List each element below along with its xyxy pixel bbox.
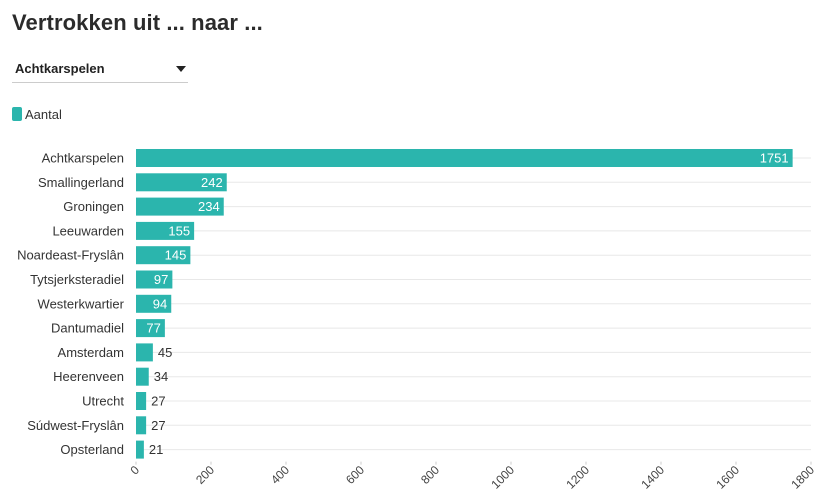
bar-chart: Achtkarspelen 1751 Smallingerland 242 Gronin… — [17, 149, 817, 492]
x-tick-label: 400 — [268, 463, 292, 487]
x-tick-label: 1400 — [638, 463, 667, 492]
legend-swatch — [12, 107, 22, 121]
value-label: 1751 — [760, 151, 789, 166]
value-label: 234 — [198, 199, 220, 214]
value-label: 77 — [146, 321, 160, 336]
category-label: Dantumadiel — [51, 321, 124, 336]
chart-title: Vertrokken uit ... naar ... — [12, 10, 263, 35]
bar — [136, 221, 195, 240]
bar — [136, 294, 172, 313]
legend[interactable]: Aantal — [12, 105, 62, 123]
bar — [136, 173, 227, 192]
x-tick-label: 1000 — [488, 463, 517, 492]
bar — [136, 440, 144, 459]
value-label: 155 — [168, 223, 190, 238]
value-label: 27 — [151, 394, 165, 409]
legend-label: Aantal — [25, 106, 62, 122]
value-label: 21 — [149, 442, 163, 457]
value-label: 97 — [154, 272, 168, 287]
dropdown-selected-value: Achtkarspelen — [15, 61, 105, 76]
value-label: 27 — [151, 418, 165, 433]
category-label: Westerkwartier — [38, 296, 125, 311]
category-label: Leeuwarden — [52, 223, 124, 238]
x-tick-label: 600 — [343, 463, 367, 487]
municipality-dropdown[interactable]: Achtkarspelen — [12, 56, 188, 83]
x-tick-label: 200 — [193, 463, 217, 487]
value-label: 45 — [158, 345, 172, 360]
value-label: 34 — [154, 369, 168, 384]
x-tick-label: 800 — [418, 463, 442, 487]
x-tick-label: 1600 — [713, 463, 742, 492]
category-label: Tytsjerksteradiel — [30, 272, 124, 287]
bar — [136, 343, 153, 362]
bar — [136, 270, 173, 289]
value-label: 145 — [165, 248, 187, 263]
category-label: Smallingerland — [38, 175, 124, 190]
value-label: 94 — [153, 296, 167, 311]
chevron-down-icon — [176, 66, 186, 72]
bar — [136, 416, 147, 435]
bar — [136, 246, 191, 265]
value-label: 242 — [201, 175, 223, 190]
bar — [136, 392, 147, 410]
x-tick-label: 1200 — [563, 463, 592, 492]
category-label: Súdwest-Fryslân — [27, 418, 124, 433]
bar — [136, 319, 165, 338]
x-tick-label: 0 — [127, 463, 142, 478]
category-label: Utrecht — [82, 394, 124, 409]
bar — [136, 149, 793, 167]
bar — [136, 197, 224, 216]
category-label: Achtkarspelen — [42, 151, 124, 166]
bar — [136, 367, 149, 386]
category-label: Groningen — [63, 199, 124, 214]
category-label: Opsterland — [60, 442, 124, 457]
category-label: Heerenveen — [53, 369, 124, 384]
x-tick-label: 1800 — [788, 463, 817, 492]
category-label: Amsterdam — [58, 345, 124, 360]
category-label: Noardeast-Fryslân — [17, 248, 124, 263]
